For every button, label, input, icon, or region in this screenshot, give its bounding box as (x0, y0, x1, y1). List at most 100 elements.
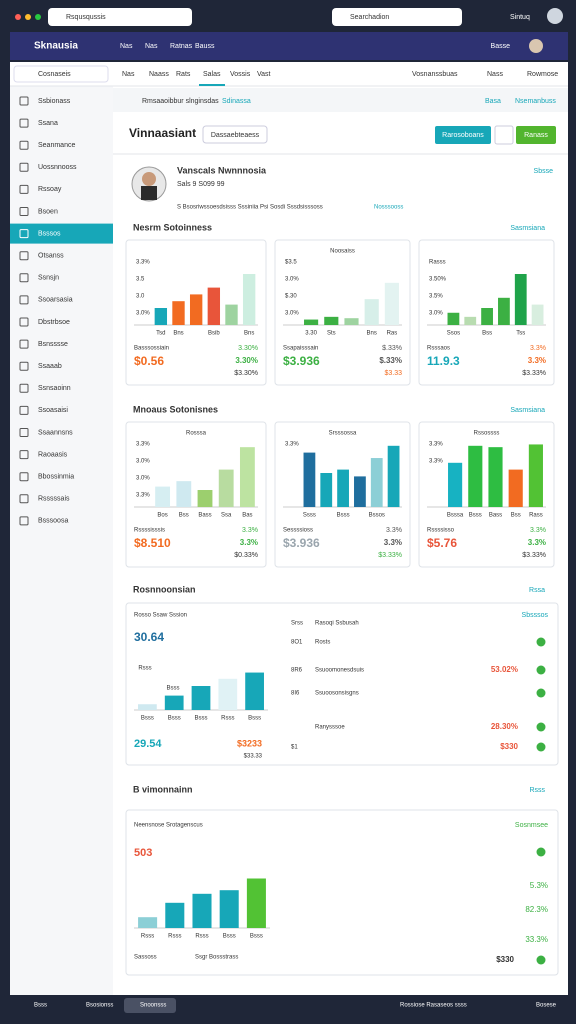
button-text: Rarosoboans (442, 132, 484, 139)
y-tick-label: 3.5 (136, 277, 145, 283)
y-tick-label: 3.0% (136, 459, 150, 465)
panel-value: 29.54 (134, 738, 162, 750)
profile-link[interactable]: Nosssooss (374, 205, 403, 211)
footer-right[interactable]: Bosese (536, 1003, 557, 1009)
sidebar-item[interactable]: Bsssoosa (38, 518, 68, 525)
sidebar-item[interactable]: Rsssssais (38, 496, 70, 503)
avatar[interactable] (547, 8, 563, 24)
sidebar-item[interactable]: Rssoay (38, 186, 62, 193)
tab[interactable]: Vast (257, 71, 271, 78)
avatar[interactable] (529, 39, 543, 53)
x-label: Bsss (141, 716, 154, 722)
card-delta: $.33% (379, 356, 402, 365)
card-value: $5.76 (427, 536, 457, 550)
sidebar-icon (19, 184, 29, 194)
sidebar-item[interactable]: Raoaasis (38, 451, 68, 458)
list-title: Sosnmsee (515, 822, 548, 829)
tab-right[interactable]: Nass (487, 71, 503, 78)
sidebar-item[interactable]: Uossnnooss (38, 164, 77, 171)
footer-item[interactable]: Bsss (34, 1003, 47, 1009)
search-box[interactable] (332, 8, 462, 26)
bar (508, 469, 523, 507)
card-title: Srsssossa (329, 431, 357, 437)
address-bar[interactable] (48, 8, 192, 26)
sidebar-item[interactable]: Bsnsssse (38, 341, 68, 348)
button[interactable] (202, 125, 268, 144)
search-text: Searchadion (350, 14, 389, 21)
section-link[interactable]: Sasmsiana (510, 407, 545, 414)
sidebar-icon (19, 207, 29, 216)
section-link[interactable]: Rssa (529, 587, 545, 594)
y-tick-label: Rasss (429, 260, 446, 266)
button[interactable] (435, 126, 491, 144)
card-value: 11.9.3 (427, 354, 460, 368)
breadcrumb: Rmsaaoibbur slnginsdas (142, 98, 219, 105)
footer-item[interactable]: Snoonsss (140, 1003, 166, 1009)
sidebar-item[interactable]: Bbossinmia (38, 474, 74, 481)
y-tick-label: 3.3% (136, 442, 150, 448)
tab[interactable]: Naass (149, 71, 169, 78)
card-title: Rosssa (186, 431, 207, 437)
card-value: $3.936 (283, 536, 320, 550)
card-delta: 3.3% (242, 527, 258, 534)
bar (225, 304, 238, 325)
row-label: 8I6 (291, 691, 300, 697)
sidebar-item[interactable]: Ssoarsasia (38, 297, 73, 304)
sidebar-icon (19, 229, 29, 239)
sidebar-item[interactable]: Bsssos (38, 230, 61, 237)
card-delta: 3.3% (530, 527, 546, 534)
sidebar-item[interactable]: Ssbionass (38, 98, 71, 105)
profile-action[interactable]: Sbsse (534, 168, 554, 175)
user: Sintuq (510, 14, 530, 21)
x-label: Bos (157, 513, 167, 519)
status-icon (536, 955, 546, 965)
section-link[interactable]: Sasmsiana (510, 225, 545, 232)
sidebar-item[interactable]: Ssnsjn (38, 275, 59, 282)
sidebar-item[interactable]: Ssnsaoinn (38, 385, 71, 392)
icon-button[interactable] (494, 125, 514, 145)
tab[interactable]: Nas (122, 71, 135, 78)
bar (447, 312, 460, 325)
bar (304, 319, 319, 325)
card-title: Noosaiss (330, 249, 355, 255)
tab[interactable]: Vossis (230, 71, 251, 78)
sidebar-active[interactable] (10, 223, 113, 244)
x-label: Sts (327, 331, 336, 337)
bar (219, 890, 239, 928)
sidebar-item[interactable]: Ssaannsns (38, 429, 73, 436)
nav-item[interactable]: Nas (120, 43, 133, 50)
nav-item[interactable]: Bauss (195, 43, 215, 50)
sidebar-item[interactable]: Seanmance (38, 142, 75, 149)
sidebar-item[interactable]: Bsoen (38, 208, 58, 215)
nav-item[interactable]: Ratnas (170, 43, 193, 50)
bar (464, 316, 477, 325)
breadcrumb-right[interactable]: Nsemanbuss (515, 98, 556, 105)
sidebar-icon (19, 339, 29, 349)
sidebar-item[interactable]: Otsanss (38, 253, 64, 260)
nav-item[interactable]: Nas (145, 43, 158, 50)
tab-right[interactable]: Vosnanssbuas (412, 71, 458, 78)
x-label: Bns (367, 331, 377, 337)
sidebar-item[interactable]: Ssoasaisi (38, 407, 68, 414)
sidebar-item[interactable]: Ssaaab (38, 363, 62, 370)
nav-right[interactable]: Basse (491, 43, 511, 50)
bar (192, 893, 212, 928)
sidebar-item[interactable]: Dbstrbsoe (38, 319, 70, 326)
card (125, 421, 267, 568)
dot (25, 14, 31, 20)
tab[interactable]: Rats (176, 71, 191, 78)
button[interactable] (516, 126, 556, 144)
footer-item[interactable]: Bsosionss (86, 1003, 113, 1009)
sidebar-item[interactable]: Ssana (38, 120, 58, 127)
section-link[interactable]: Rsss (529, 787, 545, 794)
row-value: $330 (500, 742, 518, 751)
breadcrumb-link[interactable]: Sdinassa (222, 98, 251, 105)
tab-right[interactable]: Rowmose (527, 71, 558, 78)
x-label: Bns (244, 331, 254, 337)
footer-active[interactable] (124, 998, 176, 1013)
panel-sub: Sassoss (134, 955, 157, 961)
select[interactable] (13, 65, 109, 83)
dot (35, 14, 41, 20)
breadcrumb-right[interactable]: Basa (485, 98, 501, 105)
tab[interactable]: Salas (203, 71, 221, 78)
